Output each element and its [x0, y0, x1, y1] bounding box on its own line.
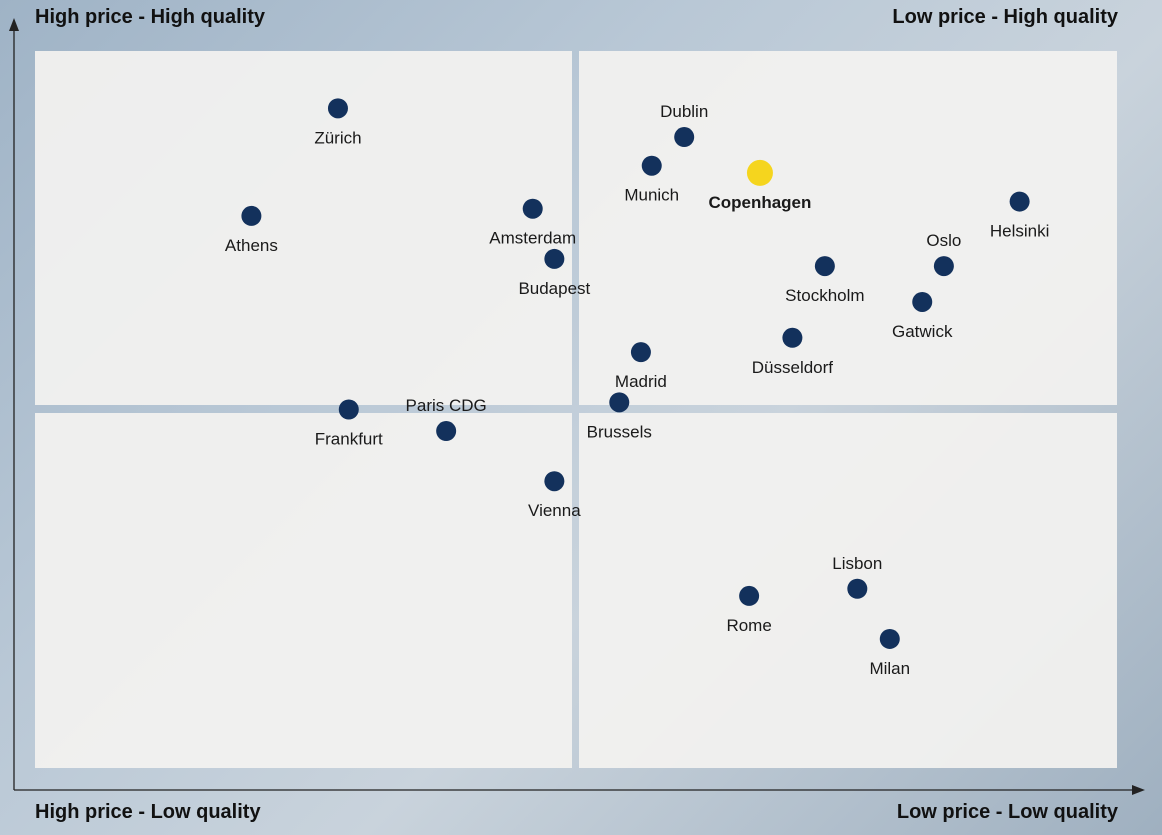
quadrant-panel-top-left — [35, 51, 572, 405]
quadrant-panel-bottom-left — [35, 413, 572, 768]
point-label-vienna: Vienna — [528, 501, 581, 520]
point-label-zurich: Zürich — [314, 128, 361, 147]
points-layer: Zürich Dublin Munich Copenhagen Helsinki Athe… — [225, 98, 1049, 678]
quadrant-label-top-left: High price - High quality — [35, 6, 266, 28]
point-label-copenhagen: Copenhagen — [708, 193, 811, 212]
point-label-budapest: Budapest — [518, 279, 590, 298]
point-label-madrid: Madrid — [615, 372, 667, 391]
point-vienna — [544, 471, 565, 492]
point-helsinki — [1009, 191, 1030, 212]
point-budapest — [544, 248, 565, 269]
point-oslo — [933, 256, 954, 277]
point-label-amsterdam: Amsterdam — [489, 229, 576, 248]
point-label-athens: Athens — [225, 236, 278, 255]
point-dublin — [674, 127, 695, 148]
point-label-frankfurt: Frankfurt — [315, 430, 383, 449]
point-zurich — [327, 98, 348, 119]
point-stockholm — [814, 256, 835, 277]
point-rome — [739, 585, 760, 606]
point-milan — [879, 628, 900, 649]
point-madrid — [630, 342, 651, 363]
point-frankfurt — [338, 399, 359, 420]
y-axis-arrow-icon — [9, 18, 19, 31]
quadrant-label-bottom-left: High price - Low quality — [35, 801, 261, 823]
point-lisbon — [847, 578, 868, 599]
point-munich — [641, 155, 662, 176]
point-label-rome: Rome — [726, 616, 771, 635]
point-label-oslo: Oslo — [926, 231, 961, 250]
point-label-dublin: Dublin — [660, 102, 708, 121]
point-brussels — [609, 392, 630, 413]
point-label-lisbon: Lisbon — [832, 554, 882, 573]
point-label-gatwick: Gatwick — [892, 322, 953, 341]
quadrant-label-top-right: Low price - High quality — [892, 6, 1118, 28]
point-athens — [241, 205, 262, 226]
point-label-stockholm: Stockholm — [785, 286, 864, 305]
point-label-dusseldorf: Düsseldorf — [752, 358, 834, 377]
quadrant-label-bottom-right: Low price - Low quality — [896, 801, 1118, 823]
x-axis-arrow-icon — [1132, 785, 1145, 795]
point-label-milan: Milan — [869, 659, 910, 678]
point-dusseldorf — [782, 327, 803, 348]
point-copenhagen — [746, 159, 773, 186]
point-paris-cdg — [436, 421, 457, 442]
quadrant-panel-top-right — [579, 51, 1117, 405]
point-label-munich: Munich — [624, 186, 679, 205]
point-label-brussels: Brussels — [587, 422, 652, 441]
point-label-helsinki: Helsinki — [990, 222, 1050, 241]
point-amsterdam — [522, 198, 543, 219]
point-gatwick — [912, 291, 933, 312]
point-label-paris-cdg: Paris CDG — [406, 396, 487, 415]
